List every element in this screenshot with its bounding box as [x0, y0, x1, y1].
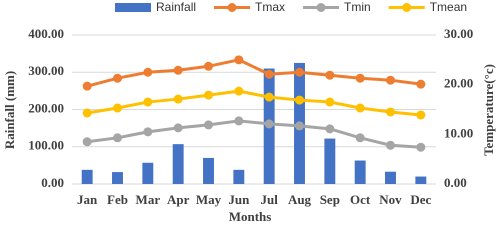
line: [86, 119, 421, 149]
x-tick-label: Jul: [260, 192, 278, 207]
marker: [355, 133, 365, 143]
legend-label: Rainfall: [156, 0, 196, 14]
marker: [325, 124, 335, 134]
y-tick-label: 200.00: [28, 100, 64, 115]
legend-label: Tmax: [255, 0, 285, 14]
marker: [264, 92, 274, 102]
chart: Months Rainfall (mm) Temperature(°c) 0.0…: [2, 0, 496, 224]
y2-axis-title: Temperature(°c): [481, 64, 496, 156]
y2-tick-label: 10.00: [444, 125, 473, 140]
bar: [233, 169, 245, 184]
marker: [295, 95, 304, 105]
bar: [415, 176, 427, 184]
x-tick-label: Sep: [320, 192, 340, 207]
y-axis-title: Rainfall (mm): [2, 71, 17, 149]
marker: [173, 94, 183, 104]
y2-tick-label: 20.00: [444, 76, 473, 91]
y-tick-label: 100.00: [28, 138, 64, 153]
marker: [416, 79, 426, 89]
marker: [386, 75, 395, 85]
marker: [173, 65, 183, 75]
bar: [112, 172, 123, 184]
legend-swatch: [227, 3, 237, 12]
x-axis-title: Months: [229, 209, 272, 224]
bar: [81, 169, 93, 184]
x-tick-label: Mar: [136, 192, 161, 207]
marker: [325, 97, 335, 107]
marker: [113, 103, 122, 113]
bar: [142, 162, 154, 184]
marker: [416, 142, 426, 152]
marker: [82, 108, 92, 118]
marker: [143, 97, 153, 107]
x-tick-label: Aug: [288, 192, 312, 207]
x-tick-label: May: [196, 192, 222, 207]
marker: [173, 123, 183, 133]
marker: [204, 90, 213, 100]
x-tick-label: Nov: [379, 192, 402, 207]
marker: [355, 73, 365, 83]
bar: [324, 138, 336, 184]
marker: [82, 137, 92, 147]
marker: [295, 67, 304, 77]
line: [86, 58, 422, 88]
legend-swatch: [316, 3, 326, 12]
x-tick-label: Jun: [228, 192, 250, 207]
x-tick-label: Jan: [77, 192, 98, 207]
y-tick-label: 0.00: [41, 175, 64, 190]
marker: [386, 140, 395, 150]
marker: [204, 120, 213, 130]
marker: [143, 67, 153, 77]
line: [86, 89, 421, 117]
y2-tick-label: 30.00: [444, 26, 473, 41]
legend-label: Tmean: [430, 0, 467, 14]
marker: [325, 70, 335, 80]
y-tick-label: 300.00: [28, 63, 64, 78]
marker: [82, 81, 92, 91]
marker: [416, 110, 426, 120]
marker: [295, 121, 304, 131]
legend-label: Tmin: [344, 0, 371, 14]
bar: [385, 171, 396, 184]
marker: [264, 69, 274, 79]
x-tick-label: Oct: [350, 192, 371, 207]
marker: [113, 73, 122, 83]
x-tick-label: Apr: [167, 192, 190, 207]
marker: [234, 86, 244, 96]
bar: [172, 144, 184, 184]
legend-swatch: [115, 3, 151, 12]
marker: [143, 127, 153, 137]
y-tick-label: 400.00: [28, 26, 64, 41]
legend-swatch: [402, 3, 412, 12]
marker: [355, 103, 365, 113]
marker: [204, 61, 213, 71]
marker: [386, 107, 395, 117]
marker: [264, 119, 274, 129]
y2-tick-label: 0.00: [444, 175, 467, 190]
x-tick-label: Dec: [410, 192, 431, 207]
marker: [234, 116, 244, 126]
marker: [113, 133, 122, 143]
marker: [234, 55, 244, 65]
bar: [354, 160, 366, 184]
x-tick-label: Feb: [107, 192, 128, 207]
bar: [203, 157, 214, 184]
